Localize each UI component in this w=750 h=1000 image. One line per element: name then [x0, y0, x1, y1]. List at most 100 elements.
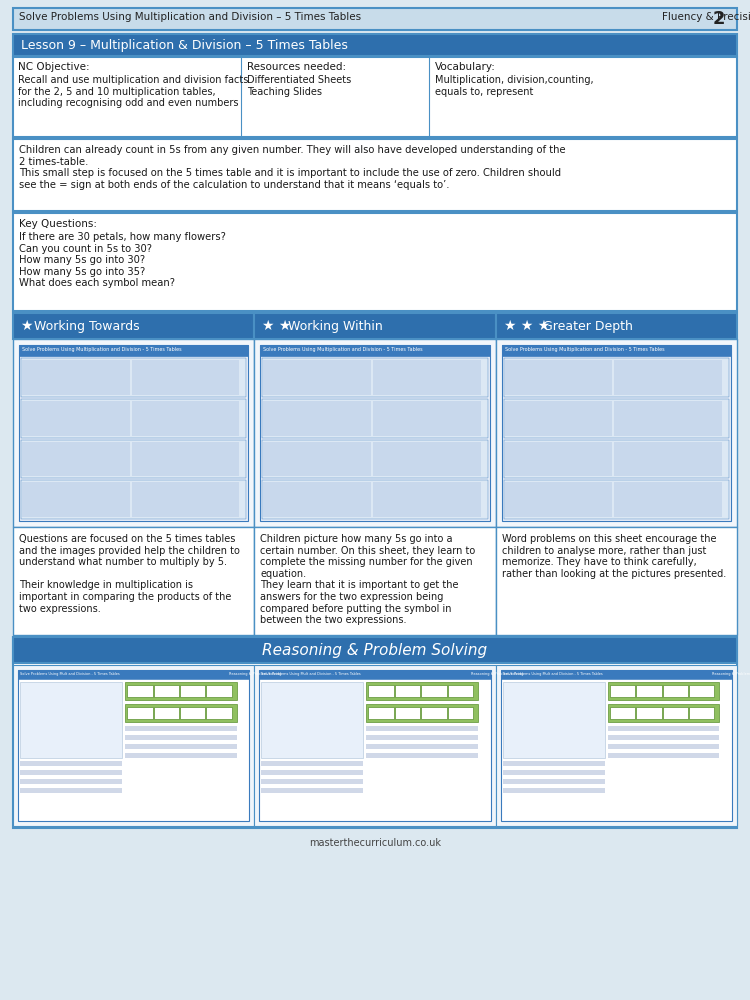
Bar [132, 482, 239, 517]
Text: Reasoning & Problem Solving: Reasoning & Problem Solving [262, 644, 488, 658]
Bar [20, 760, 122, 766]
Bar [254, 665, 496, 826]
Bar [260, 345, 490, 356]
Bar [127, 685, 152, 697]
Bar [18, 670, 249, 679]
Bar [394, 707, 420, 719]
Bar [20, 788, 122, 792]
Bar [503, 682, 605, 758]
Bar [260, 670, 490, 821]
Bar [422, 685, 447, 697]
Bar [689, 685, 715, 697]
Bar [13, 57, 737, 137]
Text: masterthecurriculum.co.uk: masterthecurriculum.co.uk [309, 838, 441, 848]
Bar [13, 527, 254, 635]
Bar [505, 360, 612, 395]
Bar [21, 480, 246, 519]
Bar [504, 480, 729, 519]
Text: Solve Problems Using Multiplication and Division - 5 Times Tables: Solve Problems Using Multiplication and … [505, 347, 664, 352]
Bar [180, 685, 206, 697]
Bar [373, 482, 481, 517]
Text: If there are 30 petals, how many flowers?
Can you count in 5s to 30?
How many 5s: If there are 30 petals, how many flowers… [19, 232, 226, 288]
Bar [610, 707, 635, 719]
Bar [13, 665, 254, 826]
Text: Solve Problems Using Multiplication and Division - 5 Times Tables: Solve Problems Using Multiplication and … [22, 347, 182, 352]
Bar [422, 707, 447, 719]
Text: NC Objective:: NC Objective: [18, 62, 90, 72]
Bar [608, 704, 719, 722]
Bar [261, 760, 364, 766]
Bar [496, 339, 737, 527]
Bar [21, 358, 246, 397]
Bar [154, 685, 179, 697]
Bar [21, 399, 246, 438]
Bar [503, 770, 605, 774]
Text: ★ ★ ★: ★ ★ ★ [504, 319, 554, 333]
Bar [367, 753, 478, 758]
Bar [662, 685, 688, 697]
Bar [610, 685, 635, 697]
Bar [614, 401, 722, 436]
Bar [503, 760, 605, 766]
Bar [496, 527, 737, 635]
Bar [503, 788, 605, 792]
Text: Solve Problems Using Mult and Division - 5 Times Tables: Solve Problems Using Mult and Division -… [20, 672, 120, 676]
Bar [662, 707, 688, 719]
Bar [262, 358, 488, 397]
Bar [501, 670, 732, 821]
Bar [373, 401, 481, 436]
Bar [19, 345, 248, 356]
Bar [261, 788, 364, 792]
Bar [254, 313, 496, 339]
Text: Children can already count in 5s from any given number. They will also have deve: Children can already count in 5s from an… [19, 145, 566, 190]
Bar [448, 685, 473, 697]
Text: Reasoning & Problem Solving: Reasoning & Problem Solving [471, 672, 523, 676]
Text: Reasoning & Problem Solving: Reasoning & Problem Solving [230, 672, 282, 676]
Bar [261, 778, 364, 784]
Text: Resources needed:: Resources needed: [247, 62, 346, 72]
Bar [373, 360, 481, 395]
Bar [505, 482, 612, 517]
Text: Multiplication, division,counting,
equals to, represent: Multiplication, division,counting, equal… [435, 75, 594, 97]
Bar [132, 401, 239, 436]
Bar [13, 637, 737, 663]
Text: Solve Problems Using Mult and Division - 5 Times Tables: Solve Problems Using Mult and Division -… [261, 672, 361, 676]
Bar [22, 482, 130, 517]
Bar [206, 707, 232, 719]
Bar [505, 401, 612, 436]
Text: Working Within: Working Within [288, 320, 383, 333]
Bar [608, 726, 719, 731]
Bar [448, 707, 473, 719]
Text: Differentiated Sheets
Teaching Slides: Differentiated Sheets Teaching Slides [247, 75, 351, 97]
Bar [13, 139, 737, 211]
Bar [608, 753, 719, 758]
Bar [496, 665, 737, 826]
Bar [206, 685, 232, 697]
Bar [367, 682, 478, 700]
Bar [394, 685, 420, 697]
Bar [614, 442, 722, 476]
Bar [502, 345, 731, 356]
Bar [367, 735, 478, 740]
Bar [263, 442, 371, 476]
Bar [504, 358, 729, 397]
Text: Children picture how many 5s go into a
certain number. On this sheet, they learn: Children picture how many 5s go into a c… [260, 534, 476, 625]
Bar [254, 527, 496, 635]
Bar [180, 707, 206, 719]
Text: ★ ★: ★ ★ [262, 319, 296, 333]
Bar [125, 735, 237, 740]
Bar [504, 399, 729, 438]
Bar [505, 442, 612, 476]
Bar [125, 726, 237, 731]
Bar [263, 360, 371, 395]
Bar [13, 34, 737, 56]
Bar [261, 770, 364, 774]
Bar [367, 726, 478, 731]
Bar [502, 345, 731, 521]
Bar [19, 345, 248, 521]
Text: Questions are focused on the 5 times tables
and the images provided help the chi: Questions are focused on the 5 times tab… [19, 534, 240, 614]
Bar [262, 399, 488, 438]
Bar [13, 313, 254, 339]
Bar [254, 339, 496, 527]
Bar [504, 440, 729, 478]
